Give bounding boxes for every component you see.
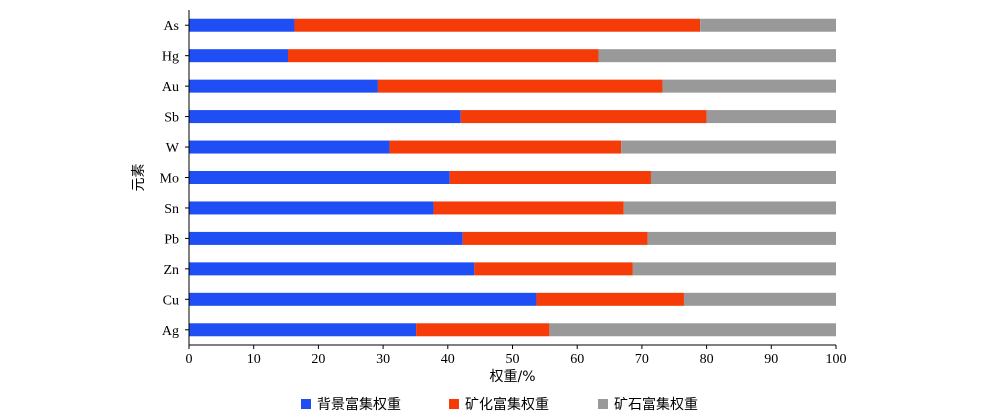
bar-hg-series-3 (598, 49, 836, 63)
x-tick-label-100: 100 (826, 352, 847, 367)
bar-sn-series-1 (189, 201, 434, 215)
bar-mo-series-1 (189, 171, 450, 184)
bar-mo-series-2 (449, 171, 651, 184)
legend-swatch-3 (598, 399, 608, 409)
legend-swatch-1 (301, 399, 311, 409)
y-tick-label-pb: Pb (164, 232, 179, 247)
y-tick-label-as: As (163, 19, 179, 34)
x-tick-label-20: 20 (311, 352, 325, 367)
bar-cu-series-3 (683, 292, 836, 306)
y-axis-title: 元素 (131, 164, 147, 192)
bar-ag-series-1 (189, 323, 417, 337)
bar-cu-series-1 (189, 292, 537, 306)
axes-layer (185, 10, 837, 349)
bar-zn-series-3 (632, 262, 836, 276)
bar-sb-series-1 (189, 110, 461, 124)
y-tick-label-mo: Mo (160, 172, 179, 187)
bar-ag-series-3 (549, 323, 836, 337)
y-tick-label-cu: Cu (163, 293, 179, 308)
x-axis-title: 权重/% (489, 369, 535, 385)
x-tick-label-90: 90 (764, 352, 778, 367)
y-tick-labels: As Hg Au Sb W Mo Sn Pb Zn Cu Ag (160, 19, 180, 339)
x-tick-label-0: 0 (186, 352, 193, 367)
bar-zn-series-1 (189, 262, 475, 276)
bar-pb-series-3 (647, 231, 836, 245)
legend-label-3: 矿石富集权重 (614, 396, 698, 413)
bar-au-series-3 (662, 79, 836, 93)
bar-sn-series-3 (623, 201, 836, 215)
bar-sb-series-3 (706, 110, 836, 124)
bar-w-series-3 (621, 140, 836, 154)
x-tick-label-30: 30 (376, 352, 390, 367)
bar-sb-series-2 (460, 110, 707, 124)
bar-as-series-1 (189, 18, 295, 32)
bar-au-series-2 (377, 79, 663, 93)
bar-w-series-1 (189, 140, 390, 154)
bar-sn-series-2 (433, 201, 624, 215)
bar-mo-series-3 (650, 171, 836, 184)
bar-pb-series-2 (462, 231, 648, 245)
bar-as-series-2 (294, 18, 701, 32)
x-tick-label-70: 70 (635, 352, 649, 367)
x-tick-label-50: 50 (506, 352, 520, 367)
x-tick-label-10: 10 (247, 352, 261, 367)
x-tick-labels: 0 10 20 30 40 50 60 70 80 90 100 (186, 352, 847, 367)
y-tick-label-ag: Ag (162, 324, 179, 339)
y-tick-label-au: Au (162, 80, 179, 95)
legend-label-2: 矿化富集权重 (465, 396, 549, 413)
x-tick-label-60: 60 (570, 352, 584, 367)
bar-hg-series-2 (287, 49, 599, 63)
legend: 背景富集权重 矿化富集权重 矿石富集权重 (301, 396, 698, 413)
bar-au-series-1 (189, 79, 378, 93)
bars-layer (189, 18, 836, 337)
bar-cu-series-2 (536, 292, 684, 306)
bar-ag-series-2 (416, 323, 550, 337)
y-tick-label-zn: Zn (163, 263, 179, 278)
y-tick-label-sn: Sn (164, 202, 179, 217)
bar-pb-series-1 (189, 231, 463, 245)
y-tick-label-sb: Sb (164, 111, 179, 126)
bar-w-series-2 (389, 140, 622, 154)
y-tick-label-hg: Hg (162, 50, 179, 65)
bar-hg-series-1 (189, 49, 288, 63)
bar-zn-series-2 (474, 262, 633, 276)
y-tick-label-w: W (166, 141, 180, 156)
legend-label-1: 背景富集权重 (317, 396, 401, 413)
x-tick-label-40: 40 (441, 352, 455, 367)
x-tick-label-80: 80 (700, 352, 714, 367)
legend-swatch-2 (449, 399, 459, 409)
bar-as-series-3 (700, 18, 836, 32)
